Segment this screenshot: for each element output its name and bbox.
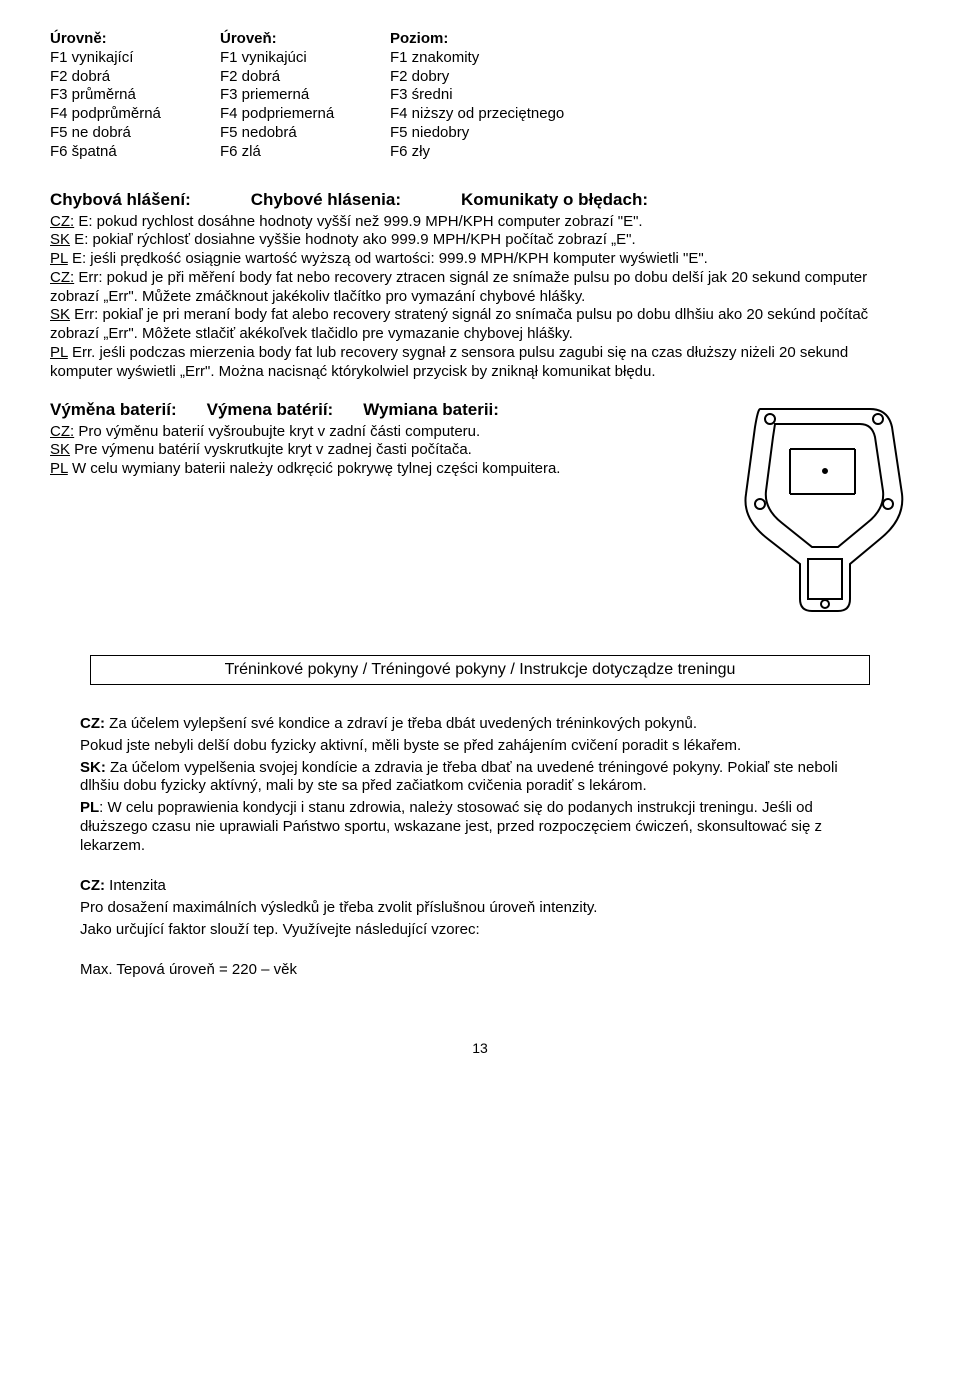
level-row: F1 vynikajúci <box>220 49 390 68</box>
levels-col-sk: Úroveň: F1 vynikajúci F2 dobrá F3 prieme… <box>220 30 390 161</box>
level-row: F2 dobry <box>390 68 650 87</box>
level-row: F4 niższy od przeciętnego <box>390 105 650 124</box>
battery-pl-label: PL <box>50 460 68 477</box>
training-line: PL: W celu poprawienia kondycji i stanu … <box>80 799 880 855</box>
levels-col-pl: Poziom: F1 znakomity F2 dobry F3 średni … <box>390 30 650 161</box>
error-pl2-label: PL <box>50 344 68 361</box>
level-row: F5 niedobry <box>390 124 650 143</box>
battery-section: Výměna baterií: Výmena batérií: Wymiana … <box>50 399 910 625</box>
training-line: CZ: Intenzita <box>80 877 880 896</box>
training-line: Jako určující faktor slouží tep. Využíve… <box>80 921 880 940</box>
battery-heading-row: Výměna baterií: Výmena batérií: Wymiana … <box>50 399 690 420</box>
battery-line: CZ: Pro výměnu baterií vyšroubujte kryt … <box>50 423 690 442</box>
error-body: CZ: E: pokud rychlost dosáhne hodnoty vy… <box>50 213 910 382</box>
levels-col-cz: Úrovně: F1 vynikající F2 dobrá F3 průměr… <box>50 30 220 161</box>
battery-pl-text: W celu wymiany baterii należy odkręcić p… <box>68 460 561 477</box>
battery-text: Výměna baterií: Výmena batérií: Wymiana … <box>50 399 690 479</box>
error-pl-text: E: jeśli prędkość osiągnie wartość wyższ… <box>68 250 708 267</box>
battery-illustration <box>720 399 910 625</box>
console-back-icon <box>720 399 910 619</box>
training-line: SK: Za účelom vypelšenia svojej kondície… <box>80 759 880 797</box>
battery-line: SK Pre výmenu batérií vyskrutkujte kryt … <box>50 441 690 460</box>
error-cz2-label: CZ: <box>50 269 74 286</box>
error-heading-cz: Chybová hlášení: <box>50 189 191 210</box>
level-row: F4 podprůměrná <box>50 105 220 124</box>
levels-table: Úrovně: F1 vynikající F2 dobrá F3 průměr… <box>50 30 910 161</box>
level-row: F5 nedobrá <box>220 124 390 143</box>
levels-title-sk: Úroveň: <box>220 30 390 49</box>
battery-cz-text: Pro výměnu baterií vyšroubujte kryt v za… <box>74 423 480 440</box>
battery-heading-sk: Výmena batérií: <box>207 399 334 420</box>
battery-sk-text: Pre výmenu batérií vyskrutkujte kryt v z… <box>70 441 472 458</box>
training-formula: Max. Tepová úroveň = 220 – věk <box>80 961 880 980</box>
training-line: CZ: Za účelem vylepšení své kondice a zd… <box>80 715 880 734</box>
training-line: Pokud jste nebyli delší dobu fyzicky akt… <box>80 737 880 756</box>
battery-line: PL W celu wymiany baterii należy odkręci… <box>50 460 690 479</box>
page-number: 13 <box>50 1040 910 1058</box>
training-cz2-text: Intenzita <box>105 877 166 894</box>
level-row: F3 průměrná <box>50 86 220 105</box>
error-sk2-label: SK <box>50 306 70 323</box>
level-row: F1 znakomity <box>390 49 650 68</box>
level-row: F5 ne dobrá <box>50 124 220 143</box>
training-section: CZ: Za účelem vylepšení své kondice a zd… <box>80 715 880 980</box>
battery-heading-cz: Výměna baterií: <box>50 399 177 420</box>
battery-sk-label: SK <box>50 441 70 458</box>
training-line: Pro dosažení maximálních výsledků je tře… <box>80 899 880 918</box>
level-row: F6 zlá <box>220 143 390 162</box>
error-pl2-text: Err. jeśli podczas mierzenia body fat lu… <box>50 344 848 380</box>
error-cz-label: CZ: <box>50 213 74 230</box>
error-cz2-text: Err: pokud je při měření body fat nebo r… <box>50 269 867 305</box>
battery-cz-label: CZ: <box>50 423 74 440</box>
error-sk-text: E: pokiaľ rýchlosť dosiahne vyššie hodno… <box>70 231 636 248</box>
training-cz2-label: CZ: <box>80 877 105 894</box>
training-cz-label: CZ: <box>80 715 105 732</box>
error-heading-sk: Chybové hlásenia: <box>251 189 401 210</box>
level-row: F6 zły <box>390 143 650 162</box>
error-sk2-text: Err: pokiaľ je pri meraní body fat alebo… <box>50 306 868 342</box>
error-pl-label: PL <box>50 250 68 267</box>
training-pl-label: PL <box>80 799 99 816</box>
training-cz-text: Za účelem vylepšení své kondice a zdraví… <box>105 715 697 732</box>
level-row: F2 dobrá <box>220 68 390 87</box>
battery-heading-pl: Wymiana baterii: <box>363 399 499 420</box>
level-row: F3 średni <box>390 86 650 105</box>
error-heading-pl: Komunikaty o błędach: <box>461 189 648 210</box>
error-heading-row: Chybová hlášení: Chybové hlásenia: Komun… <box>50 189 910 210</box>
level-row: F4 podpriemerná <box>220 105 390 124</box>
training-banner: Tréninkové pokyny / Tréningové pokyny / … <box>90 655 870 685</box>
training-sk-label: SK: <box>80 759 106 776</box>
level-row: F3 priemerná <box>220 86 390 105</box>
level-row: F6 špatná <box>50 143 220 162</box>
levels-title-cz: Úrovně: <box>50 30 220 49</box>
levels-title-pl: Poziom: <box>390 30 650 49</box>
training-sk-text: Za účelom vypelšenia svojej kondície a z… <box>80 759 838 795</box>
error-sk-label: SK <box>50 231 70 248</box>
level-row: F2 dobrá <box>50 68 220 87</box>
training-pl-text: : W celu poprawienia kondycji i stanu zd… <box>80 799 822 854</box>
level-row: F1 vynikající <box>50 49 220 68</box>
error-cz-text: E: pokud rychlost dosáhne hodnoty vyšší … <box>74 213 642 230</box>
